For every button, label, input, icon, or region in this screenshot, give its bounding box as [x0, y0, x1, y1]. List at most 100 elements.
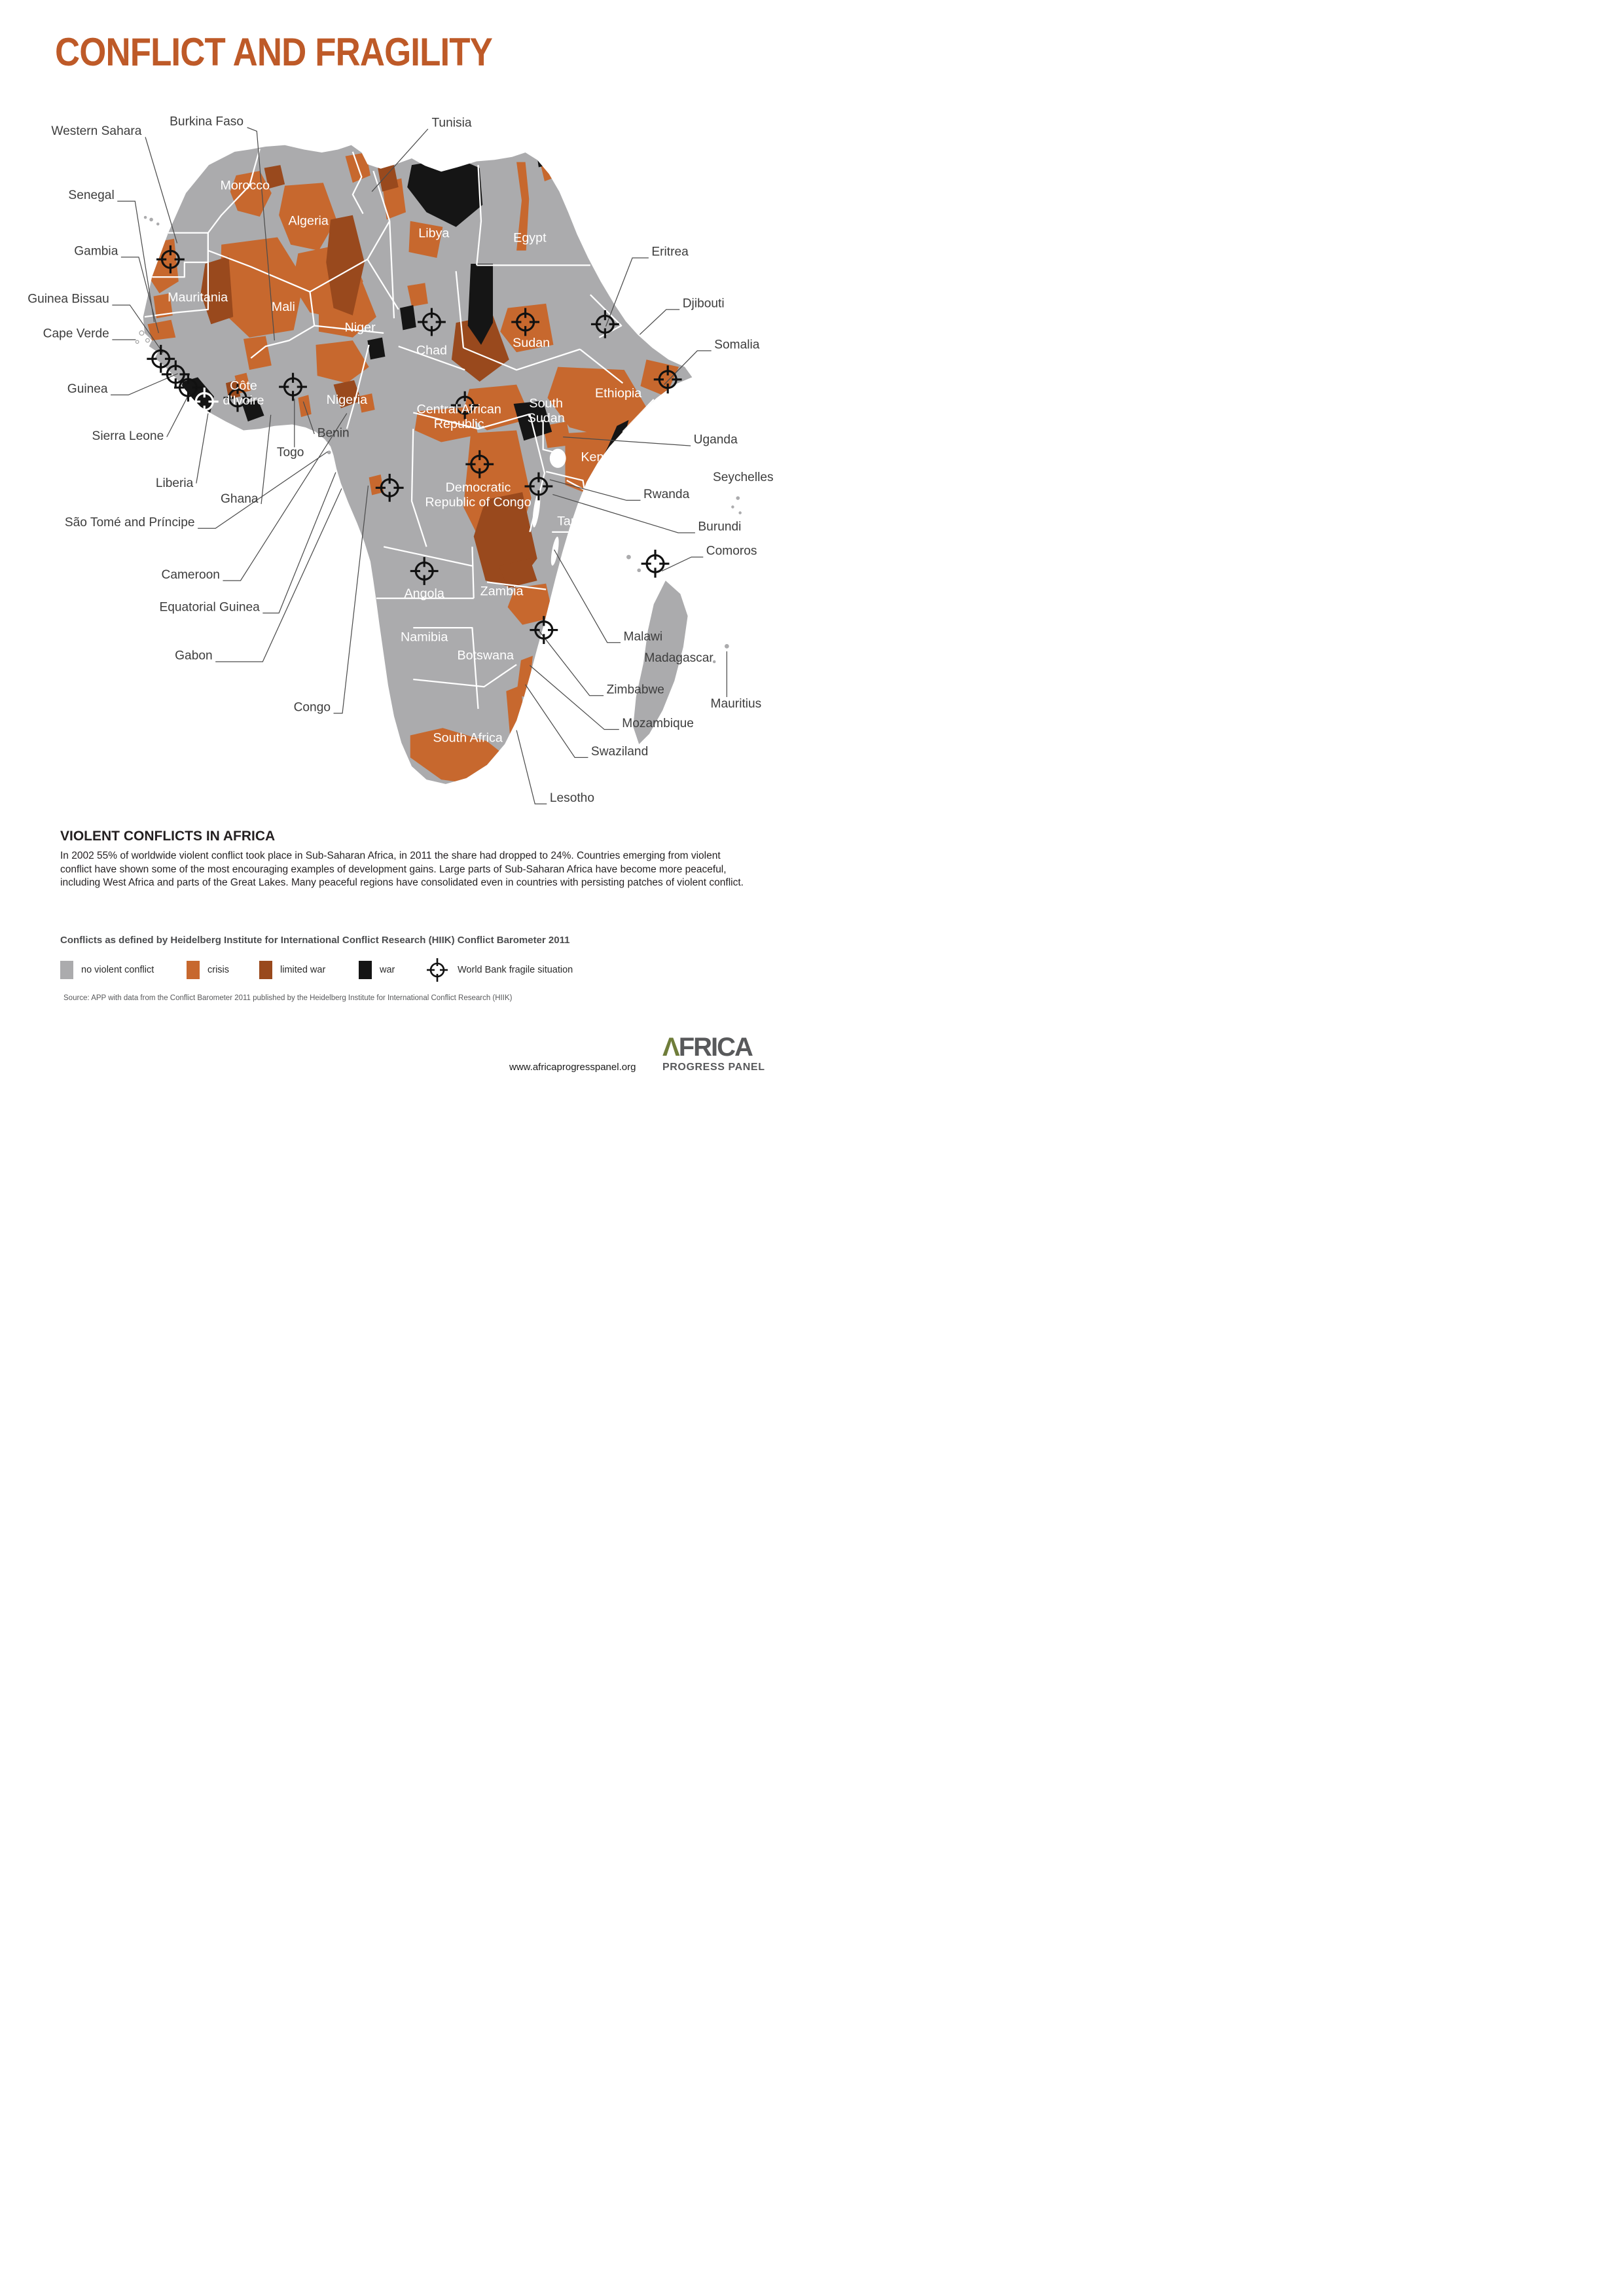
- country-border: [455, 271, 465, 348]
- logo-africa-text: FRICA: [678, 1033, 753, 1062]
- country-callout-label: São Tomé and Príncipe: [65, 516, 195, 529]
- island: [143, 215, 147, 219]
- country-callout-label: Lesotho: [550, 791, 594, 805]
- country-border: [389, 221, 395, 319]
- website-link[interactable]: www.africaprogresspanel.org: [509, 1062, 636, 1073]
- country-border: [346, 344, 370, 429]
- leader-line: [664, 350, 712, 386]
- conflict-region-crisis: [316, 340, 369, 384]
- leader-line: [223, 413, 348, 581]
- country-map-label: Central African Republic: [417, 403, 501, 432]
- section-heading: VIOLENT CONFLICTS IN AFRICA: [60, 829, 276, 844]
- country-callout-label: Rwanda: [643, 488, 690, 501]
- legend-item-fragile-situation: World Bank fragile situation: [425, 957, 573, 983]
- conflict-region-crisis: [147, 319, 176, 341]
- leader-line: [196, 413, 209, 484]
- country-callout-label: Congo: [294, 700, 331, 714]
- island: [156, 222, 160, 226]
- country-map-label: Angola: [404, 586, 444, 601]
- country-callout-label: Madagascar: [644, 651, 713, 665]
- legend-item-limited-war: limited war: [259, 957, 325, 983]
- country-border: [383, 546, 473, 567]
- fragile-situation-marker: [190, 387, 219, 416]
- conflict-region-limited_war: [499, 558, 537, 588]
- country-map-label: Côte d'Ivoire: [223, 379, 264, 408]
- country-callout-label: Gambia: [74, 245, 118, 259]
- legend-item-no-violent-conflict: no violent conflict: [60, 957, 154, 983]
- country-callout-label: Sierra Leone: [92, 429, 164, 443]
- country-border: [144, 232, 209, 318]
- fragile-situation-marker: [223, 384, 252, 412]
- source-note: Source: APP with data from the Conflict …: [63, 994, 513, 1002]
- island: [149, 217, 153, 222]
- island: [731, 505, 734, 509]
- fragile-situation-marker: [410, 557, 439, 585]
- logo-lambda-icon: Λ: [662, 1033, 680, 1062]
- country-callout-label: Western Sahara: [51, 124, 141, 138]
- country-callout-label: Senegal: [68, 188, 114, 202]
- fragile-situation-marker: [641, 549, 670, 578]
- country-callout-label: Cape Verde: [43, 327, 109, 341]
- war-swatch: [359, 961, 372, 979]
- poster-page: CONFLICT AND FRAGILITY Western Sahara Bur…: [0, 0, 812, 1148]
- africa-progress-panel-logo: ΛFRICA PROGRESS PANEL: [662, 1034, 774, 1073]
- country-border: [476, 165, 482, 266]
- limited-war-swatch: [259, 961, 272, 979]
- country-border: [314, 325, 384, 334]
- country-callout-label: Uganda: [694, 433, 738, 447]
- fragile-situation-marker: [653, 365, 682, 394]
- country-border: [410, 429, 427, 547]
- conflict-region-war: [407, 157, 483, 227]
- country-border: [412, 412, 530, 430]
- legend-item-crisis: crisis: [187, 957, 229, 983]
- country-callout-label: Tunisia: [431, 117, 471, 130]
- country-border: [486, 581, 547, 590]
- country-callout-label: Equatorial Guinea: [159, 600, 260, 614]
- conflict-region-crisis: [408, 221, 443, 259]
- country-callout-label: Eritrea: [651, 245, 689, 259]
- leader-line: [215, 488, 342, 662]
- country-callout-label: Guinea Bissau: [27, 293, 109, 306]
- legend-label: war: [380, 965, 395, 975]
- conflict-region-war: [399, 305, 416, 331]
- africa-conflict-map: Western Sahara Burkina Faso Tunisia Senegal…: [27, 115, 773, 805]
- country-map-label: Libya: [418, 226, 449, 241]
- country-border: [207, 149, 261, 234]
- conflict-region-limited_war: [378, 165, 399, 192]
- country-border: [208, 249, 368, 293]
- fragile-situation-marker: [465, 450, 494, 478]
- country-map-label: Egypt: [513, 230, 547, 245]
- conflict-region-limited_war: [326, 215, 365, 315]
- fragile-situation-marker: [590, 310, 619, 338]
- country-map-label: Mauritania: [168, 290, 228, 304]
- country-callout-label: Malawi: [624, 630, 663, 643]
- leader-line: [529, 665, 619, 730]
- country-border: [471, 547, 475, 599]
- conflict-region-crisis: [279, 183, 337, 251]
- lake: [532, 492, 541, 528]
- country-callout-label: Cameroon: [161, 568, 219, 582]
- conflict-region-war: [367, 337, 386, 360]
- island: [332, 442, 335, 445]
- fragile-situation-marker: [450, 391, 479, 420]
- country-callout-label: Swaziland: [591, 745, 648, 759]
- country-border: [250, 291, 316, 359]
- fragile-situation-marker: [511, 308, 540, 336]
- lake: [549, 448, 566, 468]
- fragile-situation-marker: [524, 472, 553, 501]
- country-map-label: Nigeria: [327, 393, 368, 407]
- leader-line: [516, 730, 547, 804]
- country-map-label: Namibia: [401, 630, 448, 644]
- country-border: [413, 627, 479, 709]
- fragile-situation-marker: [174, 373, 202, 402]
- leader-line: [661, 556, 704, 572]
- legend-label: no violent conflict: [81, 965, 154, 975]
- leader-line: [262, 472, 336, 614]
- leader-line: [166, 394, 190, 437]
- country-callout-label: Liberia: [156, 476, 194, 490]
- country-map-label: Sudan: [513, 336, 550, 350]
- country-map-label: Democratic Republic of Congo: [425, 480, 531, 510]
- country-map-label: Zambia: [480, 584, 524, 599]
- fragile-situation-marker: [279, 372, 307, 401]
- island: [637, 568, 641, 573]
